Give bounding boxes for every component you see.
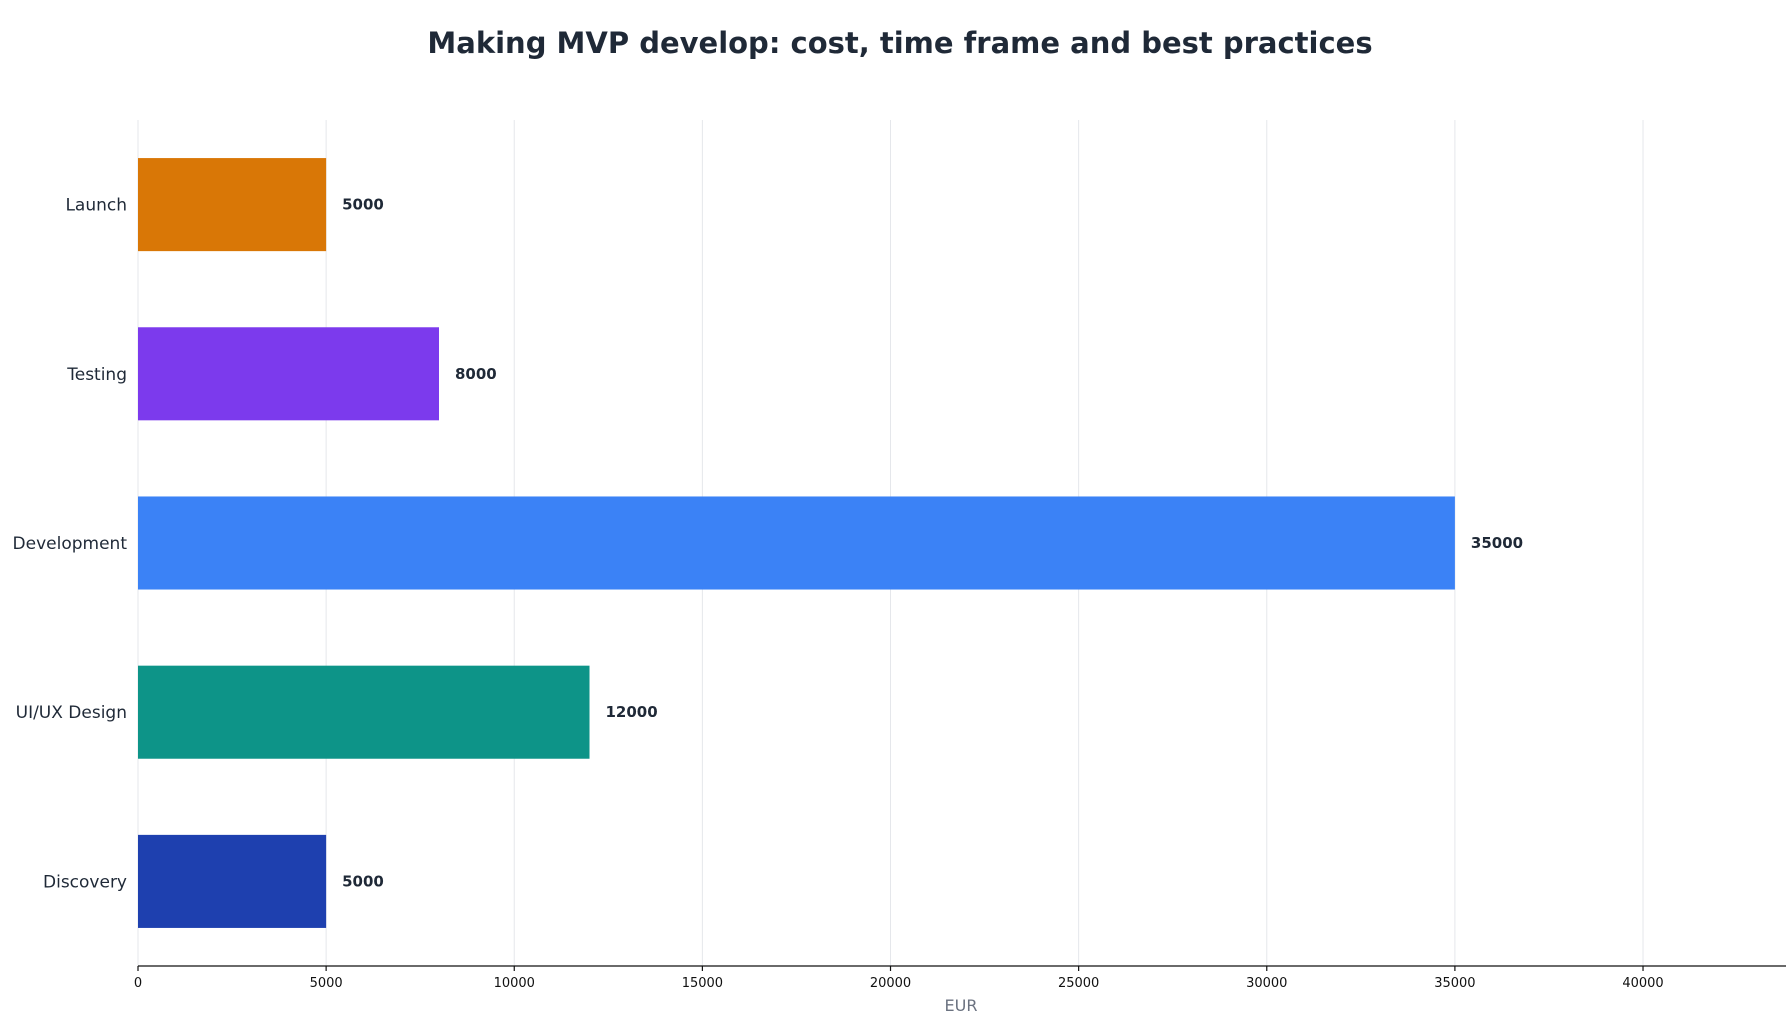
value-label: 8000 (455, 365, 497, 383)
bars (138, 158, 1455, 928)
x-tick-label: 25000 (1058, 976, 1099, 991)
chart-title: Making MVP develop: cost, time frame and… (427, 26, 1372, 60)
x-axis-label: EUR (945, 996, 978, 1015)
x-tick-label: 30000 (1246, 976, 1287, 991)
x-tick-label: 35000 (1434, 976, 1475, 991)
x-tick-label: 0 (134, 976, 142, 991)
bar-ui-ux-design (138, 665, 590, 759)
bar-launch (138, 158, 327, 252)
bar-development (138, 496, 1455, 590)
value-label: 5000 (342, 196, 384, 214)
value-label: 35000 (1471, 534, 1523, 552)
bar-testing (138, 327, 440, 421)
bar-discovery (138, 834, 327, 928)
value-label: 5000 (342, 872, 384, 890)
x-tick-label: 10000 (494, 976, 535, 991)
category-labels: Discovery UI/UX Design Development Testing L… (13, 196, 128, 893)
x-tick-label: 5000 (310, 976, 343, 991)
category-label: Development (13, 534, 128, 554)
category-label: UI/UX Design (16, 703, 127, 723)
category-label: Discovery (43, 872, 127, 892)
value-label: 12000 (606, 703, 658, 721)
x-tick-label: 20000 (870, 976, 911, 991)
x-tick-label: 15000 (682, 976, 723, 991)
value-labels: 5000 12000 35000 8000 5000 (342, 196, 1523, 891)
category-label: Testing (66, 365, 127, 385)
x-tick-label: 40000 (1622, 976, 1663, 991)
x-tick-labels: 0 5000 10000 15000 20000 25000 30000 35000 40000 (134, 966, 1664, 991)
category-label: Launch (65, 196, 127, 216)
